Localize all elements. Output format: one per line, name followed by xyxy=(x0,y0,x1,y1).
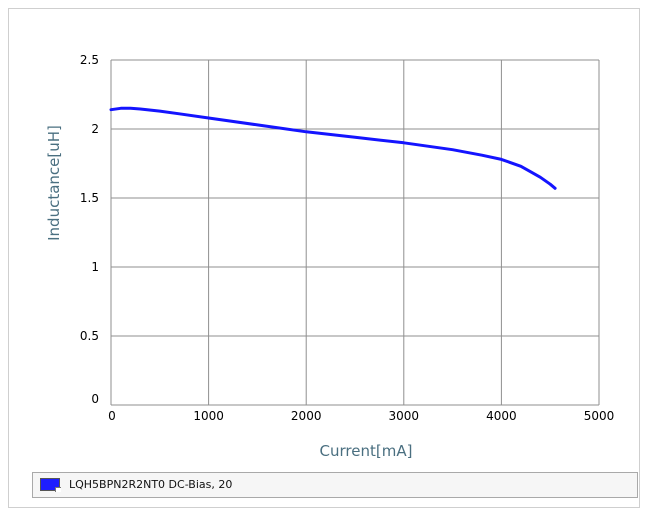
y-tick-label: 0 xyxy=(91,392,99,406)
y-tick-label: 0.5 xyxy=(80,329,99,343)
x-axis-title: Current[mA] xyxy=(320,442,413,460)
grid-layer xyxy=(110,59,600,406)
plot-area xyxy=(111,60,599,405)
series-layer xyxy=(109,106,557,190)
x-tick-label: 4000 xyxy=(486,409,517,423)
series-line xyxy=(109,106,557,190)
dropdown-arrow-icon[interactable] xyxy=(55,487,61,492)
x-tick-label: 5000 xyxy=(584,409,615,423)
y-axis-title: Inductance[uH] xyxy=(45,125,63,241)
y-tick-label: 2 xyxy=(91,122,99,136)
y-tick-label: 1.5 xyxy=(80,191,99,205)
x-tick-label: 2000 xyxy=(291,409,322,423)
y-tick-label: 2.5 xyxy=(80,53,99,67)
legend-label: LQH5BPN2R2NT0 DC-Bias, 20 xyxy=(69,478,233,491)
chart-frame: 0 1000 2000 3000 4000 5000 0 0.5 1 1.5 2 2.5 Curren… xyxy=(8,8,640,508)
legend: LQH5BPN2R2NT0 DC-Bias, 20 xyxy=(32,472,638,498)
x-tick-label: 0 xyxy=(108,409,116,423)
tick-layer: 0 1000 2000 3000 4000 5000 0 0.5 1 1.5 2 2.5 xyxy=(80,53,614,423)
y-tick-label: 1 xyxy=(91,260,99,274)
chart-svg: 0 1000 2000 3000 4000 5000 0 0.5 1 1.5 2 2.5 Curren… xyxy=(45,53,614,460)
x-tick-label: 1000 xyxy=(193,409,224,423)
x-tick-label: 3000 xyxy=(389,409,420,423)
